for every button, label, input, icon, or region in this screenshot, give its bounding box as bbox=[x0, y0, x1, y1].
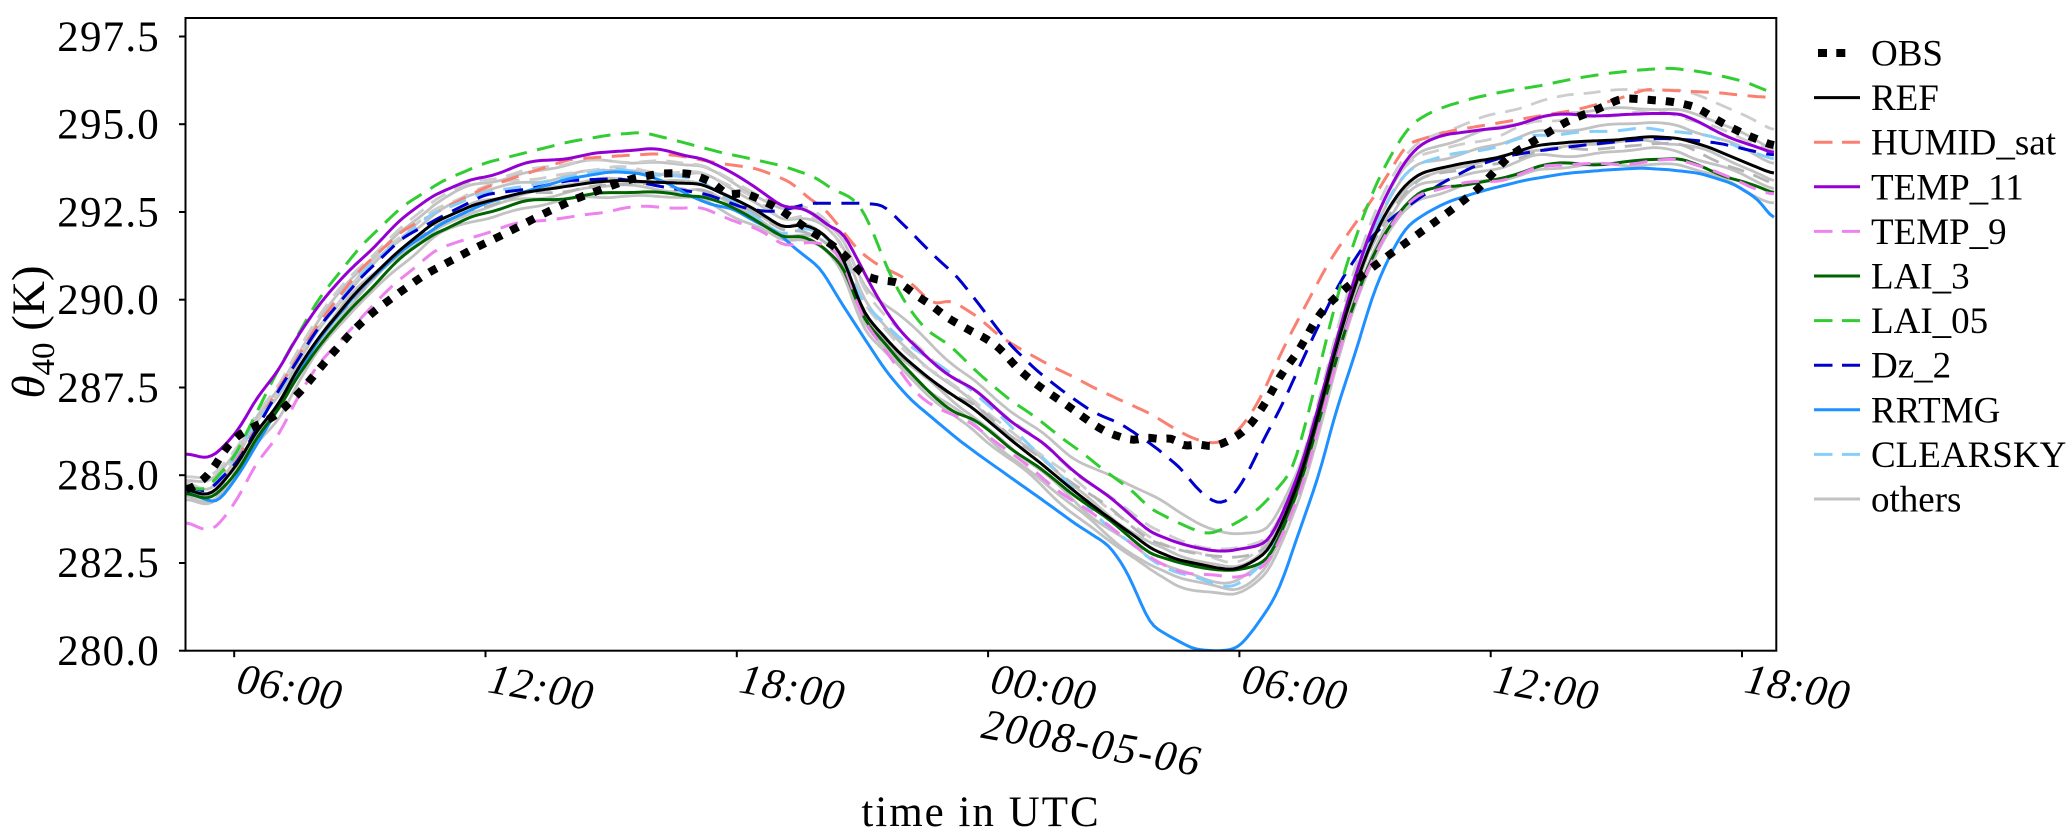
svg-text:LAI_3: LAI_3 bbox=[1871, 257, 1970, 298]
svg-text:others: others bbox=[1871, 480, 1961, 521]
svg-text:290.0: 290.0 bbox=[57, 277, 160, 324]
svg-text:LAI_05: LAI_05 bbox=[1871, 301, 1988, 342]
svg-text:280.0: 280.0 bbox=[57, 628, 160, 675]
svg-text:295.0: 295.0 bbox=[57, 102, 160, 149]
svg-text:RRTMG: RRTMG bbox=[1871, 390, 2000, 431]
svg-text:Dz_2: Dz_2 bbox=[1871, 346, 1951, 387]
svg-text:292.5: 292.5 bbox=[57, 189, 160, 236]
svg-text:282.5: 282.5 bbox=[57, 540, 160, 587]
svg-text:θ40 (K): θ40 (K) bbox=[3, 265, 62, 398]
svg-text:HUMID_sat: HUMID_sat bbox=[1871, 123, 2057, 164]
svg-text:OBS: OBS bbox=[1871, 34, 1943, 75]
svg-text:285.0: 285.0 bbox=[57, 453, 160, 500]
svg-text:time in UTC: time in UTC bbox=[861, 789, 1100, 836]
svg-text:REF: REF bbox=[1871, 78, 1939, 119]
svg-text:287.5: 287.5 bbox=[57, 365, 160, 412]
svg-text:TEMP_11: TEMP_11 bbox=[1871, 167, 2024, 208]
svg-text:CLEARSKY: CLEARSKY bbox=[1871, 435, 2066, 476]
svg-text:TEMP_9: TEMP_9 bbox=[1871, 212, 2007, 253]
svg-text:297.5: 297.5 bbox=[57, 14, 160, 61]
